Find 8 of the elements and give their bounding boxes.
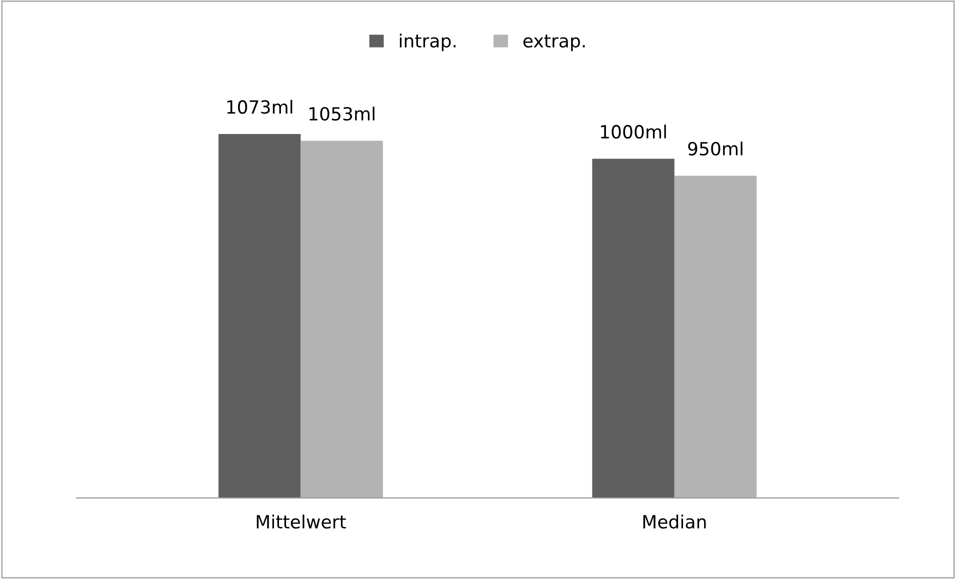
x-tick-label: Median [643,514,706,529]
data-label: 950ml [688,142,742,156]
legend-label: extrap. [523,34,585,52]
legend-label: intrap. [400,34,456,52]
data-label: 1053ml [310,106,374,121]
x-tick-label: Mittelwert [256,514,346,529]
data-label: 1073ml [227,100,292,114]
data-label: 1000ml [601,124,666,139]
